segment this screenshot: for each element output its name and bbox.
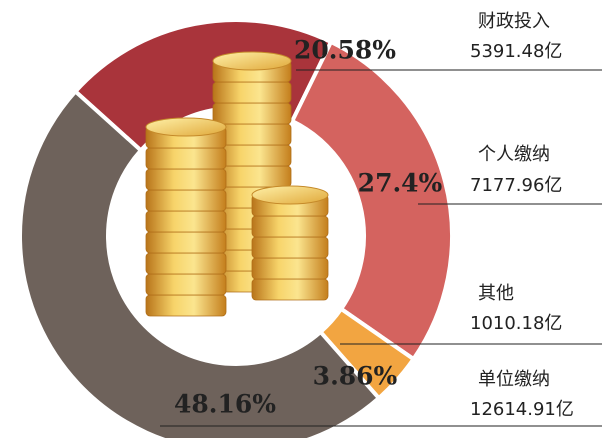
category-label: 单位缴纳 <box>478 369 550 390</box>
amount-label: 5391.48亿 <box>470 41 562 62</box>
coin <box>145 210 227 233</box>
amount-label: 7177.96亿 <box>470 175 562 196</box>
amount-label: 1010.18亿 <box>470 313 562 334</box>
coin <box>145 189 227 212</box>
percent-label: 3.86% <box>313 362 398 391</box>
coin-top <box>145 117 227 137</box>
coin <box>145 273 227 296</box>
coin <box>251 278 329 301</box>
coin <box>212 102 292 125</box>
coin-top <box>212 51 292 71</box>
coin-top <box>251 185 329 205</box>
coin <box>251 236 329 259</box>
category-label: 个人缴纳 <box>478 144 550 165</box>
percent-label: 20.58% <box>294 36 396 65</box>
coin <box>145 168 227 191</box>
coin <box>145 294 227 317</box>
labels: 20.58% 财政投入 5391.48亿 27.4% 个人缴纳 7177.96亿 3.86%… <box>160 11 602 427</box>
coins <box>145 51 329 317</box>
coin <box>145 147 227 170</box>
category-label: 其他 <box>478 283 514 304</box>
coin <box>145 252 227 275</box>
donut-segment <box>18 88 382 438</box>
coin <box>212 81 292 104</box>
percent-label: 48.16% <box>174 390 276 419</box>
coin <box>251 257 329 280</box>
category-label: 财政投入 <box>478 11 550 32</box>
percent-label: 27.4% <box>358 169 443 198</box>
coin <box>251 215 329 238</box>
coin <box>145 231 227 254</box>
amount-label: 12614.91亿 <box>470 399 574 420</box>
